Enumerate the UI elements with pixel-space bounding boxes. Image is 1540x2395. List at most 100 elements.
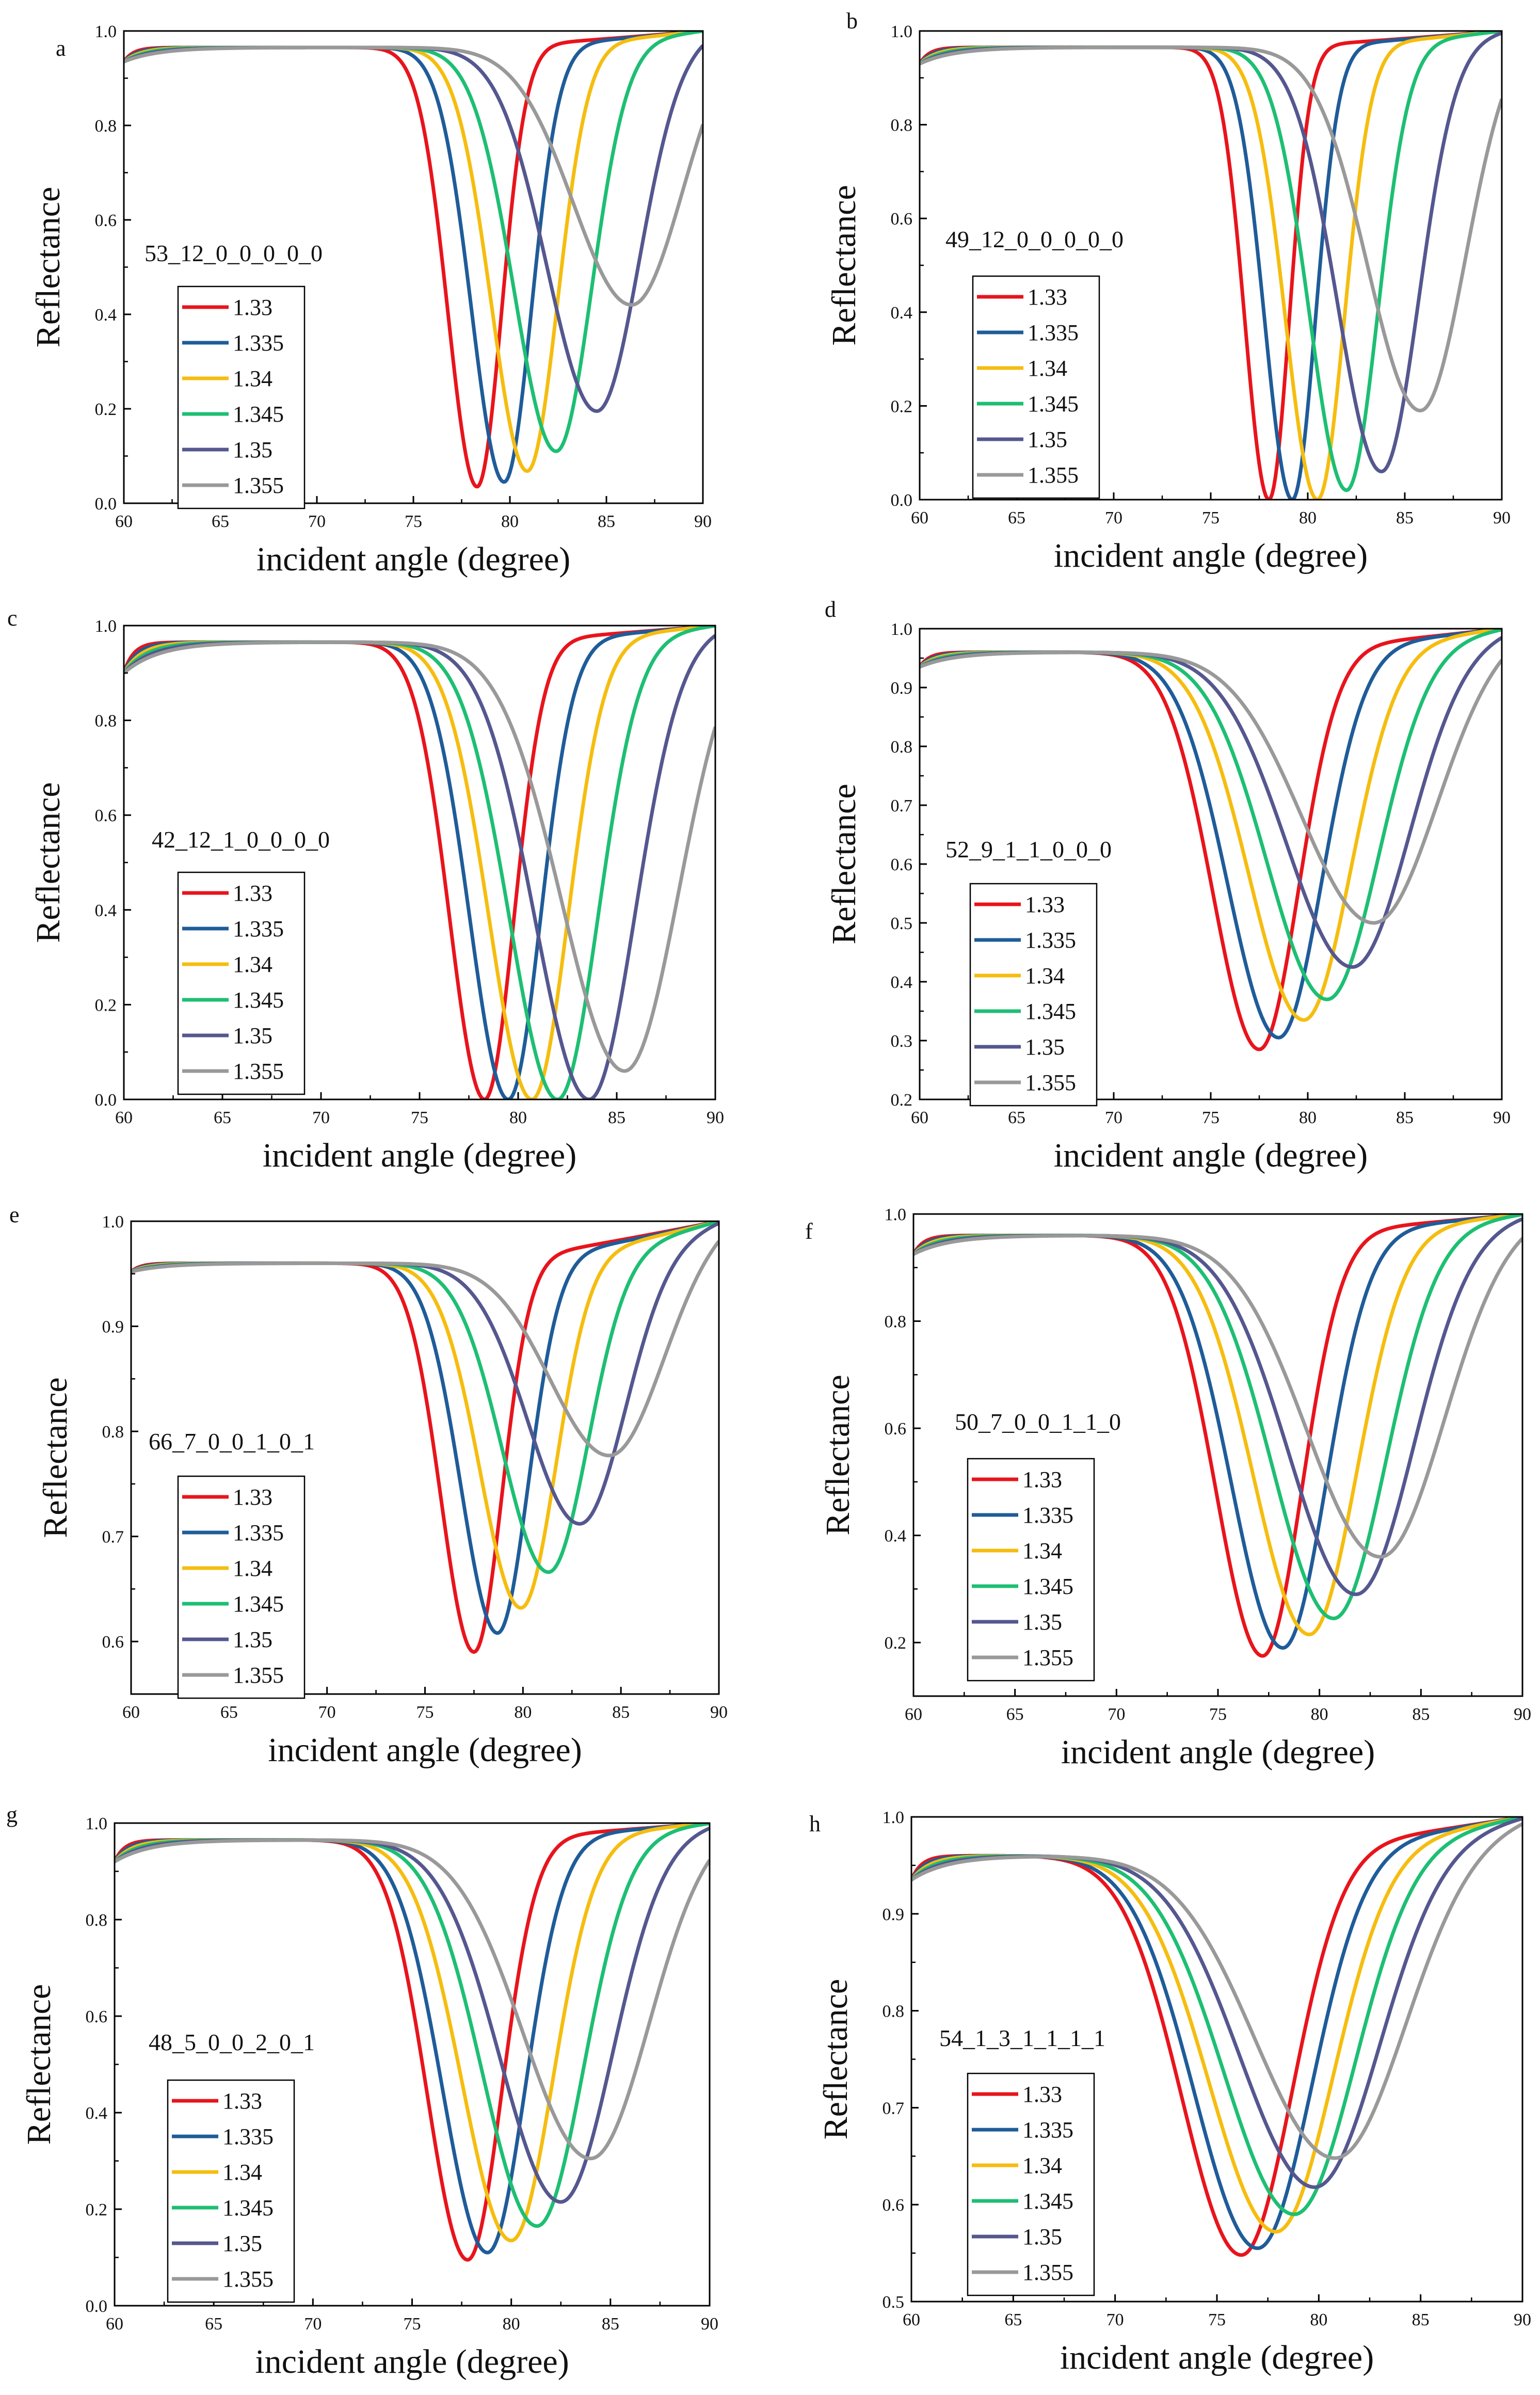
x-axis-title: incident angle (degree) xyxy=(263,1137,576,1174)
x-tick-label: 80 xyxy=(1299,1108,1317,1127)
y-tick-label: 0.4 xyxy=(95,901,117,920)
x-axis-title: incident angle (degree) xyxy=(1061,1733,1375,1771)
legend-label: 1.355 xyxy=(1022,2260,1073,2285)
y-axis-title: Reflectance xyxy=(29,782,67,943)
x-tick-label: 85 xyxy=(612,1703,630,1722)
y-tick-label: 0.4 xyxy=(891,973,913,992)
y-tick-label: 0.0 xyxy=(891,491,913,510)
series-line-a-5 xyxy=(124,45,703,307)
legend-label: 1.33 xyxy=(1028,284,1067,310)
chart-panel-d: 60 65 70 75 80 85 90 0.2 0.3 0.4 0.5 0.6 0.7 0.8 0.9 1.… xyxy=(825,597,1511,1174)
x-tick-label: 85 xyxy=(1412,2310,1430,2329)
y-tick-label: 0.6 xyxy=(891,210,913,229)
legend-label: 1.355 xyxy=(233,1059,284,1084)
legend-box xyxy=(177,871,306,1095)
panel-letter: e xyxy=(9,1202,20,1227)
chart-panel-e: 60 65 70 75 80 85 90 0.6 0.7 0.8 0.9 1.0 incident an… xyxy=(9,1202,728,1769)
legend-label: 1.335 xyxy=(1022,2117,1073,2143)
y-tick-label: 0.7 xyxy=(883,2099,905,2118)
y-tick-label: 0.4 xyxy=(885,1527,907,1546)
y-tick-label: 0.6 xyxy=(891,855,913,874)
x-tick-label: 80 xyxy=(501,512,519,531)
y-tick-label: 0.9 xyxy=(891,679,913,698)
x-tick-label: 70 xyxy=(304,2314,322,2334)
x-tick-label: 60 xyxy=(115,512,133,531)
y-tick-label: 0.7 xyxy=(102,1528,124,1547)
y-tick-label: 1.0 xyxy=(891,620,913,639)
legend-label: 1.355 xyxy=(1022,1645,1073,1670)
y-tick-label: 0.9 xyxy=(883,1905,905,1924)
legend-label: 1.345 xyxy=(233,402,284,427)
x-tick-label: 90 xyxy=(1514,2310,1531,2329)
y-tick-label: 1.0 xyxy=(95,617,117,636)
x-axis-title: incident angle (degree) xyxy=(256,540,570,578)
legend-label: 1.355 xyxy=(1028,462,1079,488)
y-tick-label: 0.8 xyxy=(95,712,117,731)
y-tick-label: 0.4 xyxy=(95,306,117,325)
curves-d xyxy=(920,629,1502,1051)
y-tick-label: 0.4 xyxy=(86,2104,108,2123)
curves-c xyxy=(124,626,715,1099)
legend-box xyxy=(177,285,306,509)
legend-label: 1.34 xyxy=(233,366,272,391)
legend-label: 1.35 xyxy=(222,2231,262,2256)
x-tick-label: 60 xyxy=(115,1108,133,1127)
y-tick-label: 0.7 xyxy=(891,796,913,816)
x-tick-label: 75 xyxy=(1208,2310,1226,2329)
y-axis-title: Reflectance xyxy=(20,1984,58,2145)
y-tick-label: 0.0 xyxy=(86,2297,108,2316)
chart-panel-c: 60 65 70 75 80 85 90 0.0 0.2 0.4 0.6 0.8 1.0 incident… xyxy=(7,605,724,1174)
y-axis-title: Reflectance xyxy=(817,1979,855,2139)
legend-label: 1.355 xyxy=(222,2266,274,2292)
x-tick-label: 65 xyxy=(1008,1108,1025,1127)
structure-config-label: 42_12_1_0_0_0_0 xyxy=(152,826,330,853)
x-tick-label: 85 xyxy=(1412,1705,1430,1724)
x-tick-label: 65 xyxy=(214,1108,231,1127)
series-line-b-5 xyxy=(920,45,1502,412)
x-tick-label: 90 xyxy=(710,1703,728,1722)
panel-letter: d xyxy=(825,597,836,622)
legend-label: 1.345 xyxy=(1028,391,1079,417)
y-tick-label: 0.6 xyxy=(95,806,117,825)
y-axis-title: Reflectance xyxy=(29,187,67,347)
legend-label: 1.33 xyxy=(222,2088,262,2114)
y-tick-label: 0.2 xyxy=(86,2200,108,2220)
y-tick-label: 0.6 xyxy=(102,1633,124,1652)
x-axis-title: incident angle (degree) xyxy=(268,1731,582,1769)
legend-label: 1.35 xyxy=(1022,2224,1062,2249)
x-tick-label: 70 xyxy=(308,512,326,531)
y-tick-label: 1.0 xyxy=(885,1205,907,1224)
legend-label: 1.34 xyxy=(1022,1538,1062,1563)
y-tick-label: 0.6 xyxy=(885,1419,907,1439)
legend-label: 1.33 xyxy=(233,1484,272,1510)
x-tick-label: 70 xyxy=(1106,2310,1124,2329)
chart-panel-g: 60 65 70 75 80 85 90 0.0 0.2 0.4 0.6 0.8 1.0 incident… xyxy=(6,1802,718,2381)
legend-label: 1.33 xyxy=(1022,2082,1062,2107)
y-axis-title: Reflectance xyxy=(825,185,863,345)
curves-g xyxy=(115,1823,710,2262)
x-tick-label: 85 xyxy=(1396,508,1414,528)
legend-box xyxy=(167,2079,295,2303)
series-line-c-5 xyxy=(124,640,715,1073)
legend-label: 1.35 xyxy=(1028,427,1067,452)
y-tick-label: 1.0 xyxy=(891,22,913,41)
structure-config-label: 54_1_3_1_1_1_1 xyxy=(939,2025,1105,2051)
x-tick-label: 85 xyxy=(602,2314,619,2334)
legend-box xyxy=(967,1458,1095,1682)
y-tick-label: 0.8 xyxy=(86,1911,108,1930)
x-tick-label: 90 xyxy=(1514,1705,1531,1724)
x-axis-title: incident angle (degree) xyxy=(1060,2339,1374,2376)
x-tick-label: 70 xyxy=(1108,1705,1125,1724)
x-tick-label: 75 xyxy=(405,512,422,531)
panel-letter: c xyxy=(7,605,18,631)
legend-label: 1.345 xyxy=(1022,2189,1073,2214)
curves-e xyxy=(131,1221,719,1654)
legend-label: 1.345 xyxy=(1025,999,1076,1024)
legend: 1.33 1.335 1.34 1.345 1.35 1.355 xyxy=(167,2079,295,2303)
chart-panel-a: 60 65 70 75 80 85 90 0.0 0.2 0.4 0.6 0.8 1.0 incident… xyxy=(29,22,712,578)
y-axis-title: Reflectance xyxy=(37,1377,74,1538)
legend: 1.33 1.335 1.34 1.345 1.35 1.355 xyxy=(177,285,306,509)
series-line-h-5 xyxy=(911,1822,1522,2160)
structure-config-label: 48_5_0_0_2_0_1 xyxy=(149,2029,315,2055)
chart-panel-f: 60 65 70 75 80 85 90 0.2 0.4 0.6 0.8 1.0 incident an… xyxy=(805,1205,1531,1771)
